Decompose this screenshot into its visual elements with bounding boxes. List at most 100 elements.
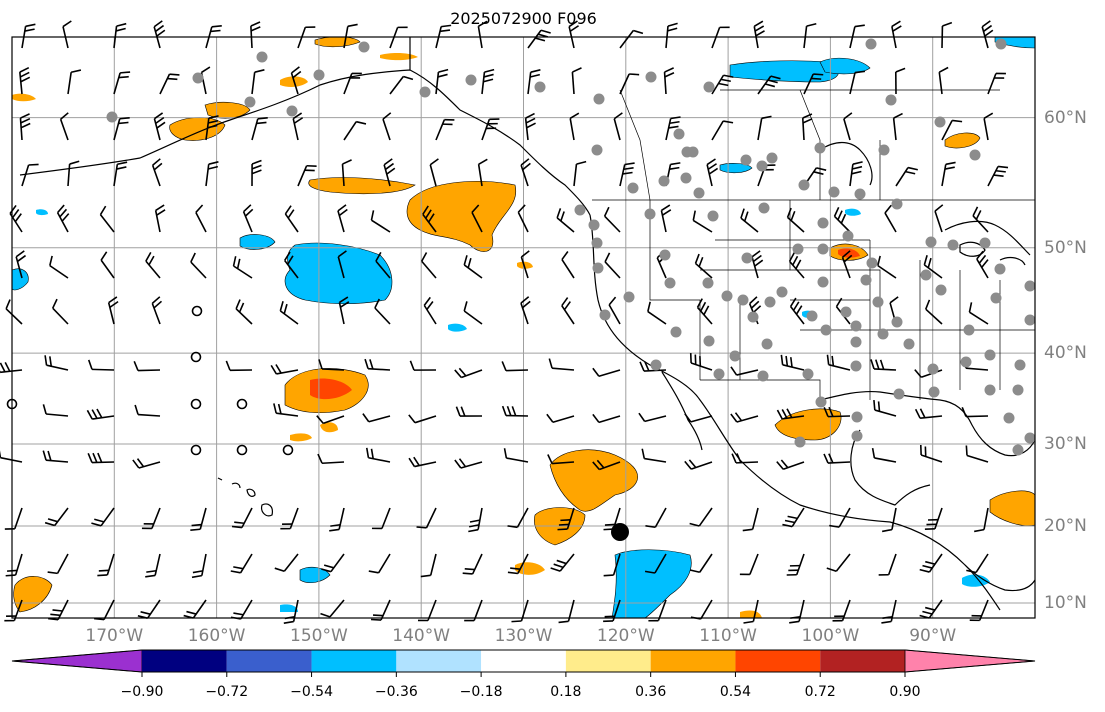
wind-barb [5,299,23,325]
wind-barb [409,360,437,371]
wind-barb [689,507,713,527]
wind-barb [195,204,207,233]
station-dot [925,236,937,248]
wind-barb [59,112,69,141]
wind-barb [925,299,943,325]
wind-barb [47,553,69,575]
wind-barb [849,70,866,95]
station-dot [465,74,477,86]
wind-barb [250,21,261,49]
wind-barb [383,158,396,187]
station-dot [877,328,889,340]
wind-barb [557,507,575,531]
wind-barb [569,112,580,141]
wind-barb [159,73,180,95]
wind-barb [968,302,989,325]
wind-barb [91,507,115,527]
anomaly-patch [549,449,638,512]
station-dot [928,386,940,398]
wind-barb [190,507,207,532]
wind-barb [823,406,851,418]
station-dot [850,336,862,348]
wind-barb [919,444,943,463]
station-dot [623,291,635,303]
station-dot [885,94,897,106]
wind-barb [919,599,943,619]
station-dot [850,360,862,372]
station-dot [814,142,826,154]
wind-barb [520,158,531,187]
wind-barb [145,553,161,578]
wind-barb [826,553,851,572]
colorbar-tick-label: −0.54 [290,684,333,700]
wind-barb [711,74,734,95]
anomaly-patch [12,93,36,102]
wind-barb [782,507,805,528]
wind-barb [481,118,500,141]
wind-barb [757,75,781,95]
coastline [246,488,256,497]
longitude-label: 100°W [801,626,860,646]
wind-barb [132,458,161,469]
wind-barb [645,507,667,529]
wind-barb [934,204,944,233]
graticule [12,37,1035,618]
wind-barb [878,553,897,576]
station-dot [903,338,915,350]
anomaly-patch [944,132,981,149]
coastline [19,69,591,216]
wind-barb [561,297,575,325]
wind-barb [133,361,161,372]
station-dot [737,294,749,306]
wind-barb [706,158,719,187]
wind-barb [826,354,851,371]
wind-barb [694,253,713,279]
station-dot [703,81,715,93]
station-dot [817,217,829,229]
wind-barb [42,450,69,463]
wind-barb [786,553,805,576]
station-dot [757,370,769,382]
wind-barb [753,20,765,49]
wind-barb [849,161,863,187]
wind-barb [21,23,36,49]
station-dot [659,249,671,261]
station-dots [106,38,1036,456]
wind-barb [788,252,805,279]
wind-barb [320,599,345,618]
station-dot [693,187,705,199]
station-dot [979,237,991,249]
wind-barb [190,252,207,279]
wind-barb [801,113,813,141]
station-dot [680,172,692,184]
wind-barb [370,210,391,233]
station-dot [764,296,776,308]
station-dot [591,237,603,249]
wind-barb [663,67,675,95]
wind-barb [711,120,734,141]
wind-barbs [0,20,1009,625]
wind-barb [941,21,953,49]
wind-barb [417,599,437,622]
station-dot [244,96,256,108]
wind-barb [329,507,345,532]
wind-barb [52,298,69,325]
station-dot [599,309,611,321]
station-dot [828,186,840,198]
wind-barb [556,208,575,233]
border [790,269,881,330]
wind-barb [524,112,536,141]
wind-barb [242,204,254,233]
calm-wind-circle [191,305,203,317]
wind-barb [507,553,529,575]
anomaly-patch [962,574,990,587]
longitude-label: 130°W [494,626,553,646]
wind-barb [841,250,853,279]
coastline [999,256,1026,266]
anomaly-patch [845,208,861,216]
wind-barb [86,408,115,420]
wind-barb [362,413,391,423]
wind-barb [547,454,575,465]
wind-barb [235,299,253,325]
wind-barb [205,115,219,141]
